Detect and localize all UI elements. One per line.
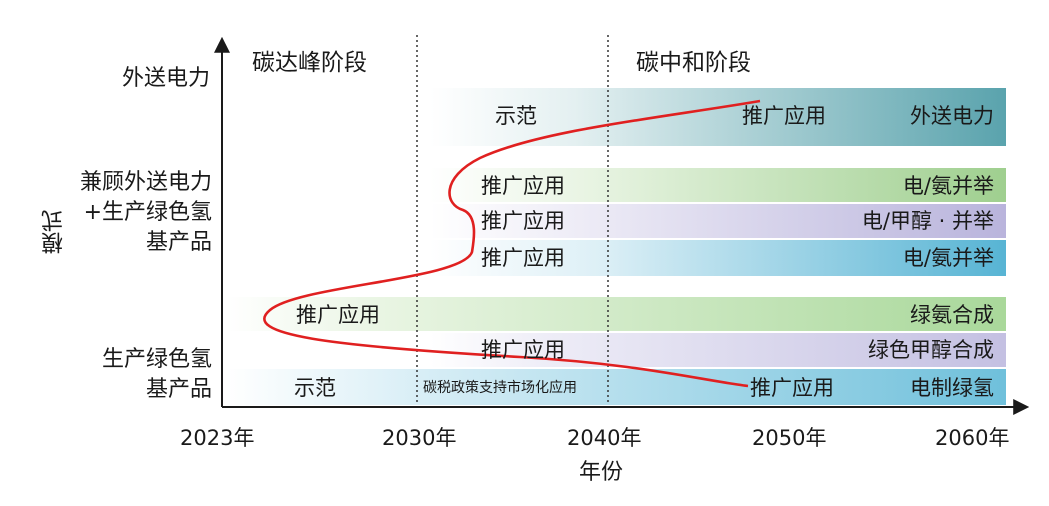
green-methanol-label: 绿色甲醇合成	[868, 338, 994, 362]
phase-neutral-label: 碳中和阶段	[636, 50, 751, 76]
band-power-ammonia-2	[430, 240, 1006, 276]
green-methanol-promote: 推广应用	[481, 338, 565, 362]
green-hydrogen-demo: 示范	[294, 376, 336, 400]
phase-peak-label: 碳达峰阶段	[252, 50, 367, 76]
x-tick-2030: 2030年	[382, 426, 457, 450]
y-axis-title: 模式	[42, 210, 67, 254]
green-hydrogen-promote: 推广应用	[750, 376, 834, 400]
green-ammonia-label: 绿氨合成	[910, 303, 994, 327]
band-green-ammonia	[226, 297, 1006, 331]
development-curve	[263, 99, 761, 388]
band-power-methanol	[430, 204, 1006, 238]
export-power-label: 外送电力	[910, 104, 994, 128]
carbon-tax-policy-label: 碳税政策支持市场化应用	[423, 380, 577, 396]
power-ammonia-1-promote: 推广应用	[481, 174, 565, 198]
power-methanol-label: 电/甲醇 · 并举	[861, 209, 994, 233]
export-promote-label: 推广应用	[742, 104, 826, 128]
x-tick-2050: 2050年	[752, 426, 827, 450]
export-demo-label: 示范	[495, 104, 537, 128]
y-category-middle: 兼顾外送电力+生产绿色氢基产品	[79, 170, 212, 255]
x-tick-2023: 2023年	[180, 426, 255, 450]
band-green-hydrogen	[226, 369, 1006, 405]
power-ammonia-2-promote: 推广应用	[481, 246, 565, 270]
power-ammonia-1-label: 电/氨并举	[902, 174, 994, 198]
y-category-top: 外送电力	[121, 66, 210, 91]
green-hydrogen-label: 电制绿氢	[910, 376, 994, 400]
band-power-ammonia-1	[430, 168, 1006, 202]
power-methanol-promote: 推广应用	[481, 209, 565, 233]
x-axis-title: 年份	[579, 460, 624, 485]
band-export-power	[430, 88, 1006, 146]
x-tick-2060: 2060年	[935, 426, 1010, 450]
power-ammonia-2-label: 电/氨并举	[902, 246, 994, 270]
green-ammonia-promote: 推广应用	[296, 303, 380, 327]
band-green-methanol	[430, 333, 1006, 367]
y-category-bottom: 生产绿色氢基产品	[101, 347, 212, 402]
x-tick-2040: 2040年	[567, 426, 642, 450]
